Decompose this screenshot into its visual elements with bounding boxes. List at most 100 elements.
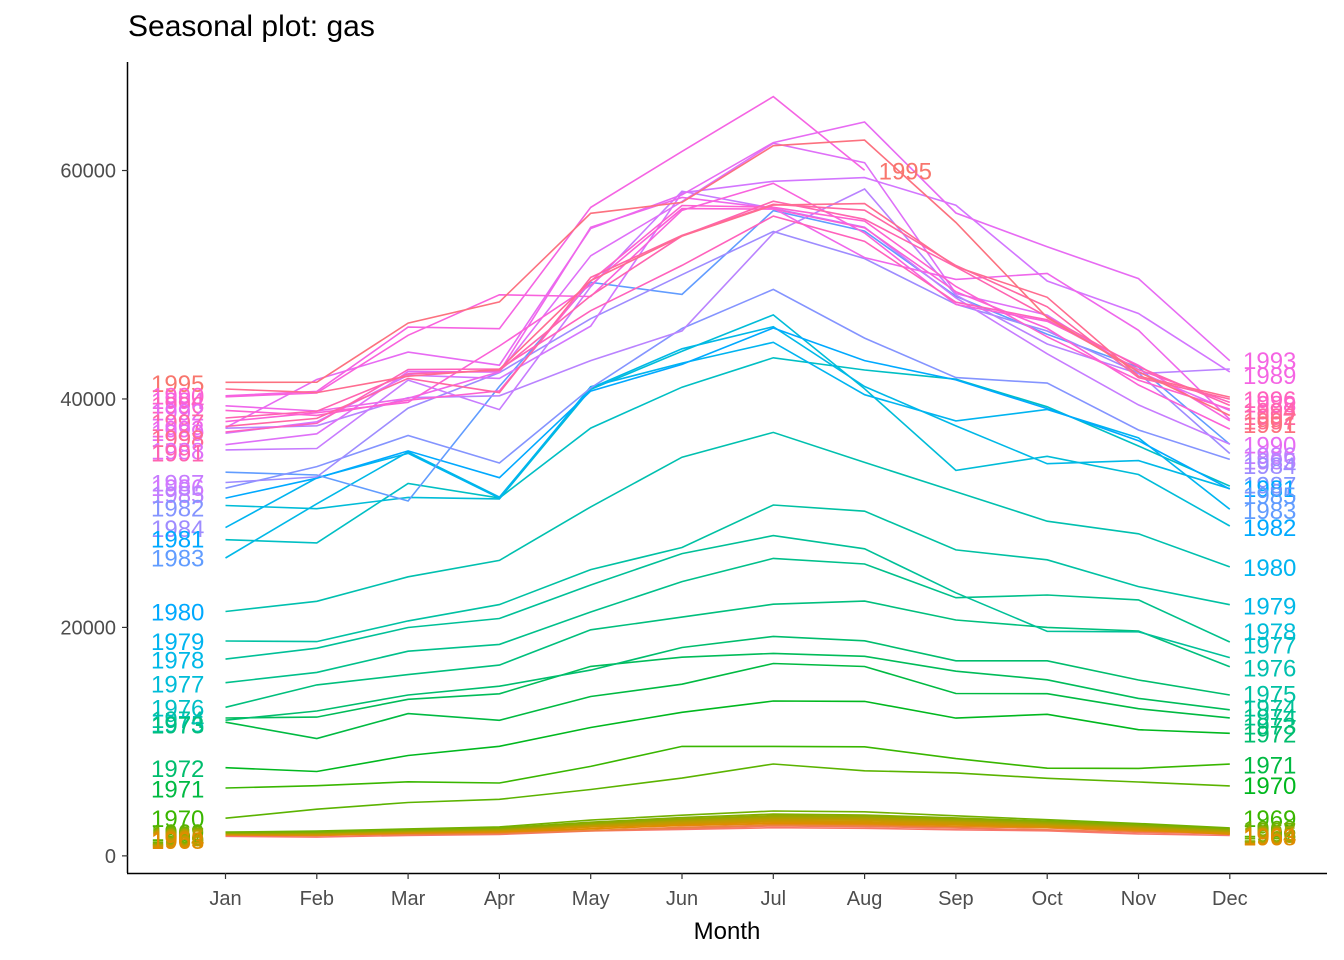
year-label-end: 1970: [1243, 773, 1296, 800]
year-label-start: 1976: [151, 695, 204, 722]
x-tick-label: Sep: [938, 888, 974, 910]
year-label-start: 1965: [151, 826, 204, 853]
year-label-start: 1967: [151, 823, 204, 850]
year-label-end: 1963: [1243, 824, 1296, 851]
series-line-1974: [225, 652, 1230, 719]
year-label-end: 1983: [1243, 498, 1296, 525]
series-line-2002: [225, 202, 1230, 398]
series-line-2003: [225, 139, 1231, 417]
year-label-end: 1974: [1243, 695, 1296, 722]
x-tick-label: Dec: [1212, 888, 1248, 910]
series-lines: [225, 95, 1231, 838]
year-label-end: 1993: [1243, 348, 1296, 375]
series-line-1983: [225, 325, 1231, 559]
year-label-start: 1983: [151, 546, 204, 573]
series-line-1975: [225, 635, 1230, 721]
y-tick-label: 60000: [60, 161, 116, 183]
series-line-1991: [225, 176, 1231, 434]
series-line-1976: [225, 600, 1231, 709]
year-label-end: 1971: [1243, 752, 1296, 779]
year-label-end: 1977: [1243, 633, 1296, 660]
year-label-end: 1985: [1243, 449, 1296, 476]
series-line-1997: [225, 207, 1231, 430]
series-line-1982: [225, 313, 1231, 527]
year-label-end: 1992: [1243, 404, 1296, 431]
year-label-end: 1966: [1243, 821, 1296, 848]
year-label-end: 1978: [1243, 619, 1296, 646]
x-tick-label: Nov: [1121, 888, 1157, 910]
year-label-start: 1963: [151, 828, 204, 855]
year-label-end: 1997: [1243, 409, 1296, 436]
x-tick-label: Jan: [209, 888, 241, 910]
year-label-end: 1984: [1243, 453, 1296, 480]
year-label-start: 1982: [151, 495, 204, 522]
year-label-start: 1978: [151, 647, 204, 674]
year-label-end: 1990: [1243, 433, 1296, 460]
year-label-end: 1974: [1243, 705, 1296, 732]
year-label-start: 1991: [151, 441, 204, 468]
year-label-end: 1967: [1243, 819, 1296, 846]
series-line-1987: [225, 288, 1231, 489]
x-tick-label: Apr: [484, 888, 515, 910]
year-label-start: 1977: [151, 671, 204, 698]
series-line-1984: [225, 341, 1231, 529]
year-label-end: 1994: [1243, 398, 1296, 425]
series-line-1973: [225, 662, 1230, 740]
year-label-start: 1974: [151, 707, 204, 734]
year-label-start: 1980: [151, 599, 204, 626]
x-tick-label: Jul: [761, 888, 787, 910]
year-label-end: 1976: [1243, 655, 1296, 682]
series-line-2001: [225, 203, 1230, 428]
year-label-start: 1968: [151, 822, 204, 849]
year-label-end: 1969: [1243, 806, 1296, 833]
y-tick-label: 0: [105, 846, 116, 868]
x-ticks: Jan Feb Mar Apr May Jun Jul Aug Sep Oct Nov Dec: [209, 873, 1248, 910]
x-tick-label: Jun: [666, 888, 698, 910]
series-line-1980: [225, 431, 1231, 613]
year-label-end: 1972: [1243, 722, 1296, 749]
year-label-start: 1984: [151, 516, 204, 543]
series-line-1993: [225, 121, 1231, 429]
year-label-end: 1989: [1243, 363, 1296, 390]
series-line-1985: [225, 327, 1231, 499]
year-label-end: 1991: [1243, 412, 1296, 439]
year-label-start: 1981: [151, 526, 204, 553]
series-line-2000: [225, 200, 1231, 419]
year-label-end: 1980: [1243, 555, 1296, 582]
year-label-start: 1969: [151, 820, 204, 847]
year-label-start: 1992: [151, 400, 204, 427]
series-line-1956: [225, 826, 1230, 838]
year-label-start: 1972: [151, 756, 204, 783]
year-label-start: 1988: [151, 438, 204, 465]
x-tick-label: Mar: [391, 888, 426, 910]
year-label-start: 1994: [151, 388, 204, 415]
year-label-end: 1964: [1243, 823, 1296, 850]
chart-title: Seasonal plot: gas: [128, 10, 375, 43]
year-label-end: 1975: [1243, 682, 1296, 709]
year-label-start: 1985: [151, 482, 204, 509]
series-line-1970: [225, 763, 1230, 819]
year-label-end: 1979: [1243, 594, 1296, 621]
year-label-end: 1995: [879, 159, 932, 186]
series-line-1978: [225, 534, 1231, 660]
year-label-start: 1966: [151, 824, 204, 851]
year-label-start: 1993: [151, 417, 204, 444]
x-tick-label: Oct: [1032, 888, 1064, 910]
year-label-end: 1985: [1243, 483, 1296, 510]
series-line-1990: [225, 190, 1231, 451]
series-line-1977: [225, 557, 1231, 684]
year-label-start: 1973: [151, 713, 204, 740]
year-label-end: 1987: [1243, 473, 1296, 500]
series-line-1998: [225, 204, 1231, 417]
year-label-end: 1965: [1243, 822, 1296, 849]
year-label-start: 1986: [151, 475, 204, 502]
year-label-start: 1997: [151, 410, 204, 437]
x-axis-title: Month: [694, 918, 761, 945]
year-label-start: 1975: [151, 711, 204, 738]
year-label-end: 1988: [1243, 392, 1296, 419]
year-labels: 1995199019941996199219971993198919981988…: [151, 159, 1296, 855]
year-label-end: 1986: [1243, 443, 1296, 470]
year-label-start: 1998: [151, 426, 204, 453]
series-line-1995: [225, 95, 866, 397]
